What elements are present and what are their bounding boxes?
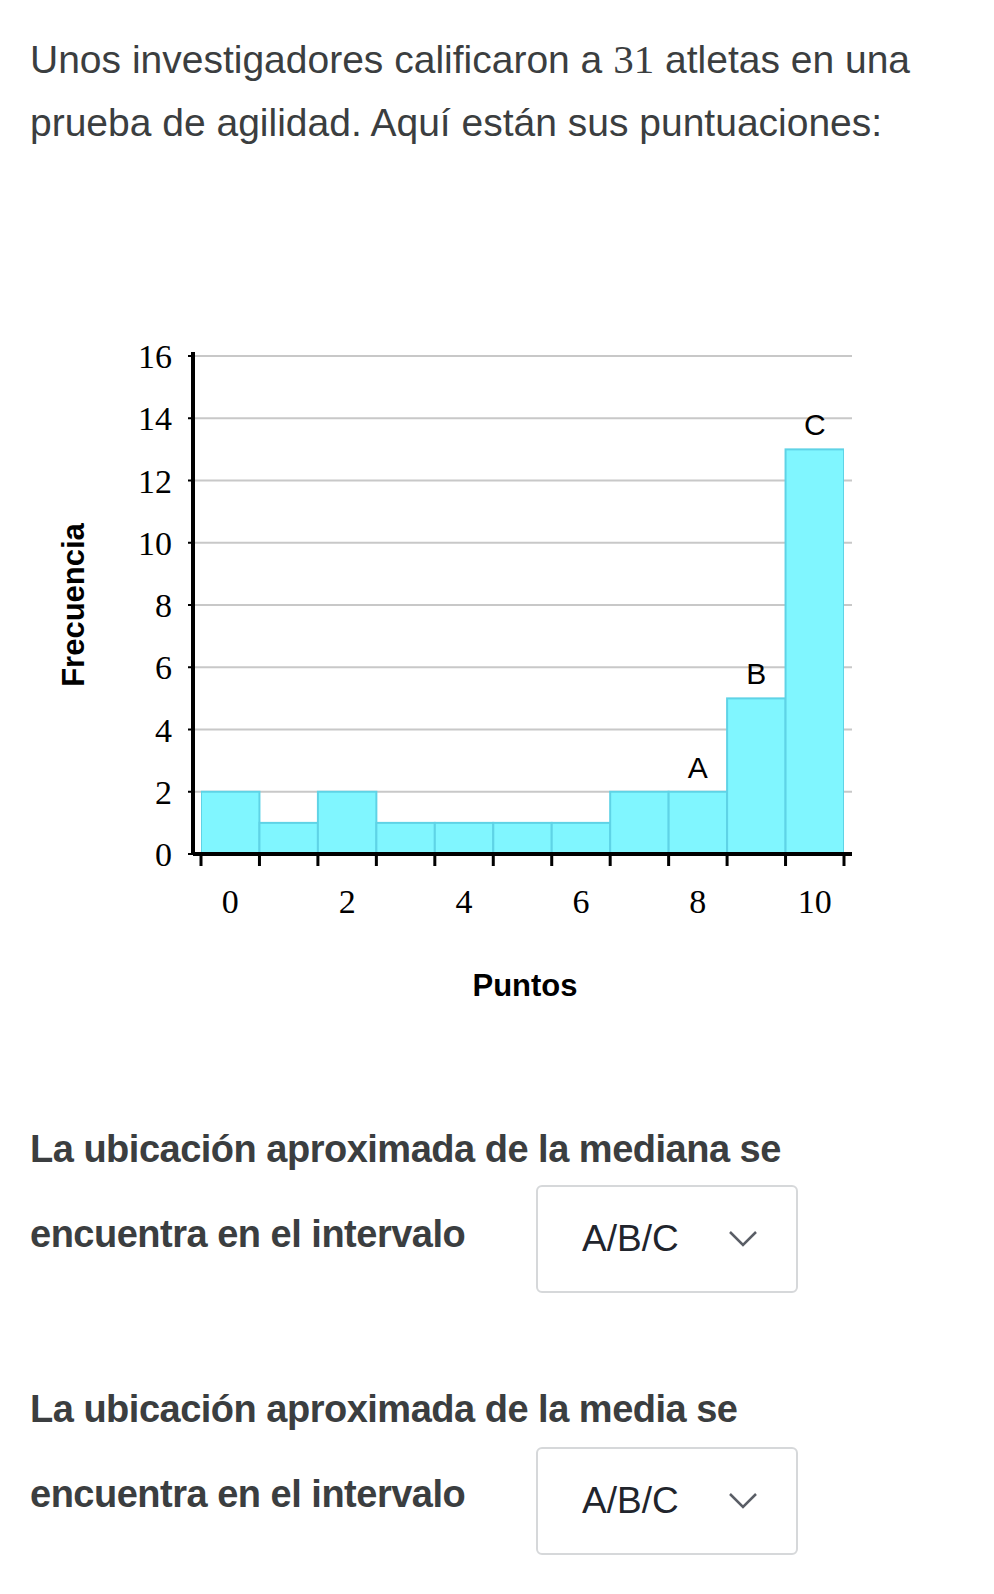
dropdown-value: A/B/C [582, 1218, 679, 1260]
y-axis-label: Frecuencia [56, 522, 91, 686]
x-tick-label: 6 [572, 883, 589, 920]
bin-tick [375, 854, 378, 866]
x-tick-label: 8 [689, 883, 706, 920]
prompt: Unos investigadores calificaron a 31 atl… [30, 28, 970, 154]
bin-tick [726, 854, 729, 866]
chevron [728, 1492, 758, 1510]
grid-line [193, 604, 852, 606]
dropdown-value: A/B/C [582, 1480, 679, 1522]
bar [318, 792, 376, 854]
y-tick-label: 0 [155, 836, 172, 873]
chart: 0 2 4 6 8 10 12 14 16 0 2 4 6 8 10 A B C Puntos Frecuencia [0, 0, 994, 1020]
bar [435, 823, 493, 854]
bin-tick [258, 854, 261, 866]
y-axis [191, 352, 195, 855]
bar [259, 823, 317, 854]
x-tick-label: 0 [222, 883, 239, 920]
annotation: B [746, 657, 766, 690]
bar [201, 792, 259, 854]
y-tick-label: 4 [155, 712, 172, 749]
bar [552, 823, 610, 854]
bar [727, 698, 785, 854]
y-tick-label: 12 [138, 463, 172, 500]
question-text: encuentra en el intervalo [30, 1213, 465, 1256]
question-text: encuentra en el intervalo [30, 1473, 465, 1516]
bin-tick [316, 854, 319, 866]
bin-tick [843, 854, 846, 866]
chevron-line [730, 1232, 756, 1245]
question-text: La ubicación aproximada de la mediana se [30, 1128, 781, 1171]
x-axis-label: Puntos [472, 968, 577, 1003]
bars [201, 449, 844, 854]
bin-tick [433, 854, 436, 866]
y-tick-label: 6 [155, 649, 172, 686]
bar [493, 823, 551, 854]
bin-tick [550, 854, 553, 866]
y-tick-label: 10 [138, 525, 172, 562]
bin-tick [667, 854, 670, 866]
x-tick-label: 4 [456, 883, 473, 920]
bin-tick [784, 854, 787, 866]
chevron [728, 1230, 758, 1248]
grid-line [193, 853, 852, 855]
x-tick-label: 2 [339, 883, 356, 920]
prompt-number: 31 [613, 36, 654, 82]
bin-tick [492, 854, 495, 866]
bin-tick [609, 854, 612, 866]
y-tick-label: 16 [138, 338, 172, 375]
dropdown[interactable]: A/B/C [536, 1185, 798, 1293]
grid-line [193, 355, 852, 357]
grid-line [193, 480, 852, 482]
x-tick-label: 10 [798, 883, 832, 920]
annotation: C [804, 408, 826, 441]
dropdown[interactable]: A/B/C [536, 1447, 798, 1555]
y-tick-label: 2 [155, 774, 172, 811]
prompt-text: Unos investigadores calificaron a [30, 38, 602, 81]
question-text: La ubicación aproximada de la media se [30, 1388, 738, 1431]
grid-line [193, 542, 852, 544]
bar [610, 792, 668, 854]
annotation: A [688, 751, 708, 784]
x-axis [193, 852, 852, 856]
y-tick-label: 14 [138, 400, 172, 437]
bar [786, 449, 844, 854]
bar [669, 792, 727, 854]
chevron-line [730, 1494, 756, 1507]
bar [376, 823, 434, 854]
bin-tick [200, 854, 203, 866]
grid-line [193, 417, 852, 419]
y-tick-label: 8 [155, 587, 172, 624]
